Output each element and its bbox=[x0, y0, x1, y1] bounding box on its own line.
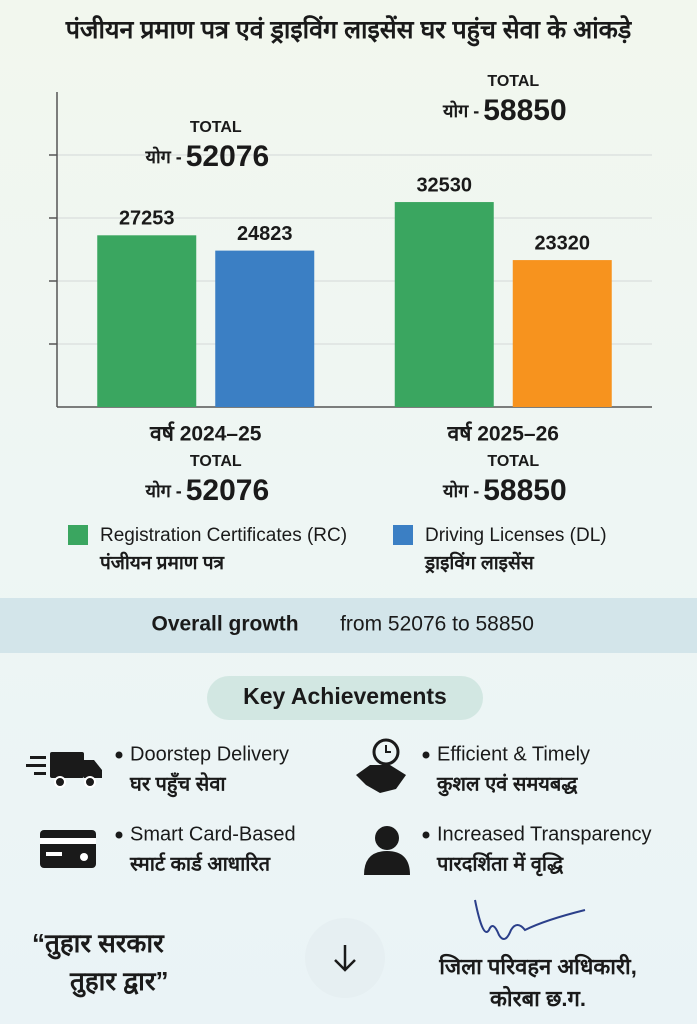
growth-label: Overall growth bbox=[151, 613, 298, 636]
total-prefix: योग - bbox=[442, 100, 479, 121]
total-value: 52076 bbox=[186, 474, 269, 507]
person-icon bbox=[364, 826, 410, 875]
total-label: TOTAL bbox=[190, 453, 242, 470]
signature bbox=[474, 899, 586, 940]
achievement-en: Efficient & Timely bbox=[437, 743, 590, 765]
bar bbox=[97, 235, 197, 407]
legend-swatch bbox=[68, 525, 88, 545]
bar bbox=[394, 202, 494, 407]
legend-sublabel: पंजीयन प्रमाण पत्र bbox=[99, 551, 226, 574]
total-label: TOTAL bbox=[487, 453, 539, 470]
signatory: कोरबा छ.ग. bbox=[489, 985, 586, 1011]
value-label: 24823 bbox=[237, 223, 293, 245]
bar bbox=[512, 260, 612, 407]
total-label: TOTAL bbox=[487, 73, 539, 90]
chart-title: पंजीयन प्रमाण पत्र एवं ड्राइविंग लाइसेंस… bbox=[65, 16, 632, 44]
achievement-en: Increased Transparency bbox=[437, 823, 652, 845]
achievement-hi: स्मार्ट कार्ड आधारित bbox=[129, 851, 272, 875]
bar bbox=[215, 250, 315, 407]
x-tick-label: वर्ष 2025–26 bbox=[447, 421, 559, 446]
achievements-title: Key Achievements bbox=[243, 683, 447, 709]
total-label: TOTAL bbox=[190, 119, 242, 136]
total-prefix: योग - bbox=[145, 146, 182, 167]
x-tick-label: वर्ष 2024–25 bbox=[149, 421, 262, 446]
achievements-pill bbox=[207, 676, 483, 720]
signatory: जिला परिवहन अधिकारी, bbox=[438, 953, 637, 979]
achievement-hi: पारदर्शिता में वृद्धि bbox=[436, 851, 564, 876]
bullets bbox=[115, 751, 430, 839]
total-value: 52076 bbox=[186, 140, 269, 173]
value-label: 32530 bbox=[416, 174, 472, 196]
achievement-hi: घर पहुँच सेवा bbox=[129, 771, 226, 797]
handshake-icon bbox=[356, 738, 406, 793]
slogan: “तुहार सरकार bbox=[32, 928, 165, 960]
growth-banner bbox=[0, 598, 697, 653]
legend-swatch bbox=[393, 525, 413, 545]
legend-sublabel: ड्राइविंग लाइसेंस bbox=[424, 551, 535, 574]
truck-icon bbox=[26, 752, 102, 788]
total-value: 58850 bbox=[483, 94, 566, 127]
slogan: तुहार द्वार” bbox=[69, 966, 169, 998]
legend-label: Driving Licenses (DL) bbox=[425, 525, 607, 546]
card-icon bbox=[40, 830, 96, 868]
total-prefix: योग - bbox=[145, 480, 182, 501]
value-label: 23320 bbox=[534, 232, 590, 254]
arrow-icon bbox=[334, 945, 356, 972]
total-value: 58850 bbox=[483, 474, 566, 507]
total-prefix: योग - bbox=[442, 480, 479, 501]
value-label: 27253 bbox=[119, 208, 175, 230]
legend-label: Registration Certificates (RC) bbox=[100, 525, 347, 546]
achievement-en: Doorstep Delivery bbox=[130, 743, 289, 765]
achievement-hi: कुशल एवं समयबद्ध bbox=[436, 773, 578, 796]
achievement-en: Smart Card-Based bbox=[130, 823, 296, 845]
growth-text: from 52076 to 58850 bbox=[340, 613, 534, 636]
